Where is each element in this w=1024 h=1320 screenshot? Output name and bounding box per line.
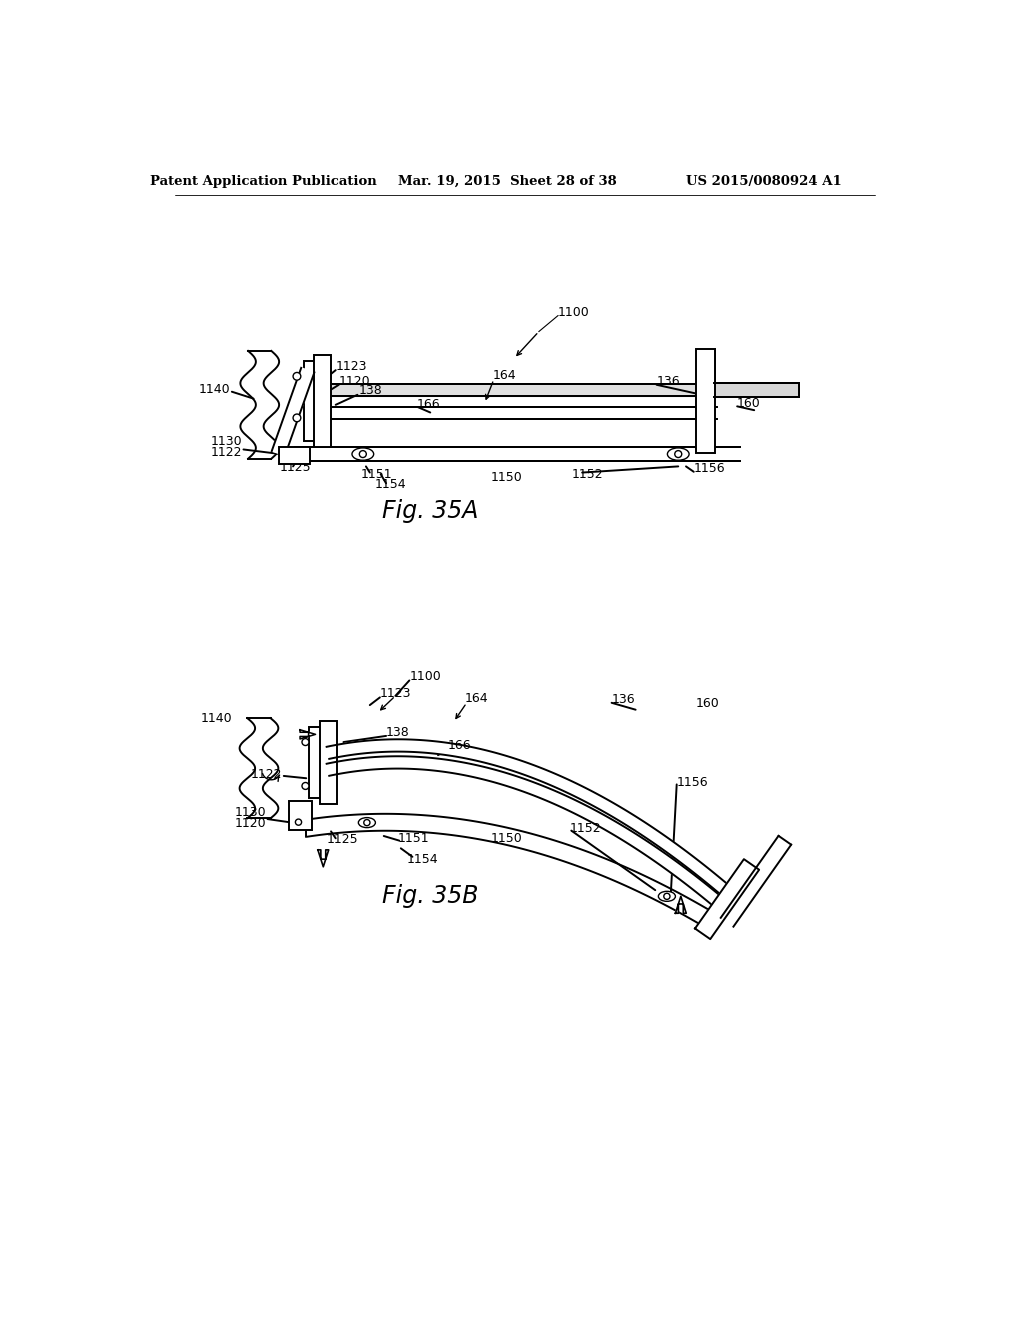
Text: 1151: 1151 — [397, 832, 429, 845]
Text: 166: 166 — [447, 739, 471, 751]
Ellipse shape — [668, 447, 689, 461]
Bar — [280, 447, 310, 465]
Bar — [321, 721, 337, 804]
Circle shape — [664, 894, 670, 899]
Bar — [289, 800, 312, 830]
Text: 1152: 1152 — [569, 822, 601, 834]
Polygon shape — [305, 814, 722, 932]
Circle shape — [364, 820, 370, 826]
Circle shape — [302, 739, 309, 746]
Text: 1100: 1100 — [410, 671, 441, 684]
Text: 1150: 1150 — [490, 832, 522, 845]
Polygon shape — [317, 850, 329, 867]
Text: 160: 160 — [695, 697, 719, 710]
Text: 1151: 1151 — [360, 467, 392, 480]
Text: 1123: 1123 — [336, 360, 368, 372]
Text: 164: 164 — [465, 693, 488, 705]
Text: 1140: 1140 — [199, 383, 230, 396]
Text: 160: 160 — [737, 397, 761, 409]
Circle shape — [359, 450, 367, 458]
Text: 1123: 1123 — [380, 686, 412, 700]
Text: Patent Application Publication: Patent Application Publication — [151, 176, 377, 187]
Bar — [696, 348, 715, 453]
Text: 138: 138 — [359, 384, 383, 397]
Circle shape — [293, 372, 301, 380]
Polygon shape — [295, 447, 740, 461]
Text: 1156: 1156 — [693, 462, 725, 475]
Text: Fig. 35A: Fig. 35A — [382, 499, 478, 523]
Text: 136: 136 — [656, 375, 680, 388]
Circle shape — [675, 450, 682, 458]
Polygon shape — [327, 756, 729, 912]
Text: 1125: 1125 — [327, 833, 358, 846]
Bar — [304, 360, 316, 441]
Text: 1125: 1125 — [280, 462, 311, 474]
Ellipse shape — [352, 447, 374, 461]
Text: 1100: 1100 — [558, 306, 590, 319]
Text: 1156: 1156 — [677, 776, 709, 788]
Text: US 2015/0080924 A1: US 2015/0080924 A1 — [686, 176, 842, 187]
Text: 1150: 1150 — [490, 471, 522, 483]
Bar — [308, 726, 322, 797]
Bar — [314, 355, 331, 447]
Text: 138: 138 — [386, 726, 410, 739]
Text: 1140: 1140 — [201, 713, 232, 726]
Polygon shape — [676, 896, 686, 913]
Text: 136: 136 — [611, 693, 635, 706]
Ellipse shape — [358, 817, 376, 828]
Polygon shape — [327, 739, 729, 895]
Circle shape — [295, 818, 302, 825]
Text: 1130: 1130 — [234, 807, 266, 820]
Circle shape — [293, 414, 301, 422]
Polygon shape — [328, 384, 713, 396]
Text: Fig. 35B: Fig. 35B — [382, 884, 478, 908]
Polygon shape — [328, 407, 717, 420]
Text: 1152: 1152 — [571, 467, 603, 480]
Text: 166: 166 — [417, 399, 440, 412]
Text: 1122: 1122 — [251, 768, 283, 781]
Polygon shape — [695, 859, 759, 939]
Text: 1120: 1120 — [339, 375, 371, 388]
Circle shape — [302, 783, 309, 789]
Text: 1154: 1154 — [375, 478, 407, 491]
Text: 164: 164 — [493, 370, 516, 381]
Polygon shape — [300, 730, 315, 739]
Text: 1130: 1130 — [210, 436, 242, 449]
Text: Mar. 19, 2015  Sheet 28 of 38: Mar. 19, 2015 Sheet 28 of 38 — [398, 176, 617, 187]
Text: 1154: 1154 — [407, 853, 438, 866]
Text: 1120: 1120 — [234, 817, 266, 830]
Bar — [714, 383, 799, 397]
Text: 1122: 1122 — [210, 446, 242, 459]
Polygon shape — [271, 368, 314, 455]
Ellipse shape — [658, 891, 676, 902]
